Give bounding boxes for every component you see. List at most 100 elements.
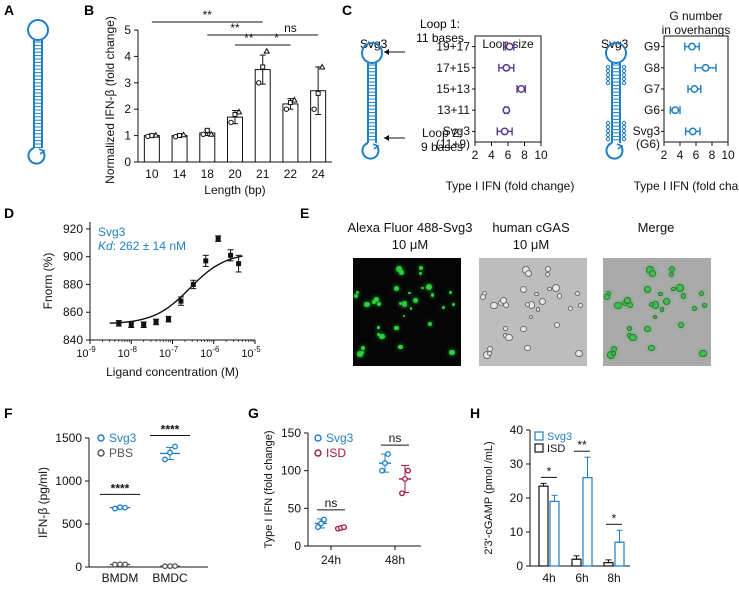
b-bar-18 xyxy=(199,132,216,163)
merged-spot xyxy=(677,321,684,329)
b-y-tick-label: 5 xyxy=(124,23,131,37)
panel-g-chart: 0 50 100 150 Type I IFN (fold change) 24h ns 48… xyxy=(263,426,421,567)
merged-spot xyxy=(614,301,622,310)
f-legend-marker-PBS xyxy=(97,449,105,457)
cell-outline xyxy=(487,351,493,357)
merged-spot xyxy=(698,290,705,297)
green-fluorescent-spot xyxy=(449,349,455,356)
f-point-PBS xyxy=(112,561,118,568)
e-title-cgas-line2: 10 μM xyxy=(512,237,550,252)
merged-spot xyxy=(627,325,632,331)
b-y-axis-title: Normalized IFN-β (fold change) xyxy=(103,16,117,184)
h-legend-swatch-Svg3 xyxy=(534,431,544,441)
c-g-y-tick-label: G7 xyxy=(644,82,660,96)
green-fluorescent-spot xyxy=(448,290,453,295)
h-x-tick-label: 6h xyxy=(575,571,588,585)
b-point-20 xyxy=(232,111,238,117)
cell-outline xyxy=(500,296,507,304)
green-fluorescent-spot xyxy=(398,302,402,306)
d-point xyxy=(203,258,209,264)
f-point-Svg3 xyxy=(167,449,173,456)
d-point xyxy=(128,322,134,328)
b-x-tick-label: 10 xyxy=(145,167,159,181)
b-point-14 xyxy=(180,131,187,138)
f-point-Svg3 xyxy=(172,443,178,450)
green-fluorescent-spot xyxy=(408,291,411,295)
g-sig-label: ns xyxy=(389,431,402,445)
green-fluorescent-spot xyxy=(357,350,363,357)
cell-outline xyxy=(556,293,562,299)
cell-outline xyxy=(519,285,527,293)
micrograph-alexa-fluor xyxy=(353,258,461,366)
b-x-axis-title: Length (bp) xyxy=(204,183,265,197)
merged-spot xyxy=(629,333,637,342)
d-point xyxy=(141,322,147,328)
merged-spot xyxy=(668,272,674,278)
f-y-axis-title: IFN-β (pg/ml) xyxy=(36,467,50,538)
b-sig-label: ** xyxy=(203,8,213,22)
green-fluorescent-spot xyxy=(409,307,413,311)
d-x-tick-base: 10 xyxy=(118,348,130,360)
c-loop-point-2 xyxy=(517,85,526,93)
green-fluorescent-spot xyxy=(418,265,423,270)
d-y-tick-label: 840 xyxy=(63,333,83,347)
green-fluorescent-spot xyxy=(398,345,403,350)
green-fluorescent-spot xyxy=(353,293,358,299)
d-x-tick-base: 10 xyxy=(76,348,88,360)
cell-outline xyxy=(538,297,546,305)
panel-c-charts: Svg3 Loop 1: 11 bases Svg3 Loop 2:9 base… xyxy=(360,9,739,193)
c-hairpin-g-overhang-g xyxy=(621,132,627,138)
f-point-Svg3 xyxy=(112,505,118,512)
d-kd-value: : 262 ± 14 nM xyxy=(113,239,186,253)
micrograph-merge xyxy=(603,258,711,366)
c-g-x-tick-label: 8 xyxy=(709,148,716,162)
h-x-tick-label: 8h xyxy=(607,571,620,585)
b-point-21 xyxy=(260,64,266,70)
cell-outline xyxy=(535,307,541,313)
b-point-21 xyxy=(256,80,262,86)
d-x-tick-label: 10-6 xyxy=(200,345,220,360)
h-sig-label: ** xyxy=(577,438,587,452)
green-fluorescent-spot xyxy=(412,297,418,303)
f-point-PBS xyxy=(122,561,128,568)
cell-outline xyxy=(553,321,560,329)
c-g-y-tick-label: (G6) xyxy=(636,137,660,151)
h-y-axis-title: 2'3'-cGAMP (pmol /mL) xyxy=(483,441,495,554)
h-bar-ISD-4h xyxy=(538,485,549,567)
f-y-tick-label: 1000 xyxy=(55,474,82,488)
merged-spot xyxy=(675,283,684,292)
green-fluorescent-spot xyxy=(418,272,422,276)
e-title-merge: Merge xyxy=(596,219,716,236)
cell-outline xyxy=(544,272,550,278)
c-loop-x-tick-label: 8 xyxy=(521,148,528,162)
c-g-y-tick-label: Svg3 xyxy=(633,124,661,138)
cell-outline xyxy=(574,290,581,297)
green-fluorescent-spot xyxy=(377,333,380,336)
b-point-22 xyxy=(287,100,293,106)
cell-outline xyxy=(567,305,573,311)
merged-spot xyxy=(702,303,708,309)
cell-outline xyxy=(519,325,527,333)
c-g-x-tick-label: 6 xyxy=(693,148,700,162)
green-fluorescent-spot xyxy=(401,301,408,307)
d-x-tick-base: 10 xyxy=(159,348,171,360)
c-loop-point-1 xyxy=(502,63,511,72)
panel-label-d: D xyxy=(4,205,14,221)
f-point-PBS xyxy=(167,563,173,570)
d-y-tick-label: 900 xyxy=(63,250,83,264)
h-bar-ISD-8h xyxy=(603,561,614,567)
h-y-tick-label: 40 xyxy=(510,423,524,437)
merged-spot xyxy=(649,269,657,278)
g-point-Svg3 xyxy=(321,516,327,523)
b-x-tick-label: 21 xyxy=(256,167,270,181)
b-sig-label: ns xyxy=(284,21,297,35)
a-hairpin-arrowhead xyxy=(38,148,46,155)
merged-spot xyxy=(643,325,651,333)
h-legend-swatch-ISD xyxy=(534,443,544,453)
d-point xyxy=(178,298,184,304)
e-title-alexa-line1: Alexa Fluor 488-Svg3 xyxy=(347,220,473,235)
c-loop-y-tick-label: 19+17 xyxy=(436,40,470,54)
merged-spot xyxy=(658,291,663,297)
h-legend-label-Svg3: Svg3 xyxy=(547,431,572,443)
